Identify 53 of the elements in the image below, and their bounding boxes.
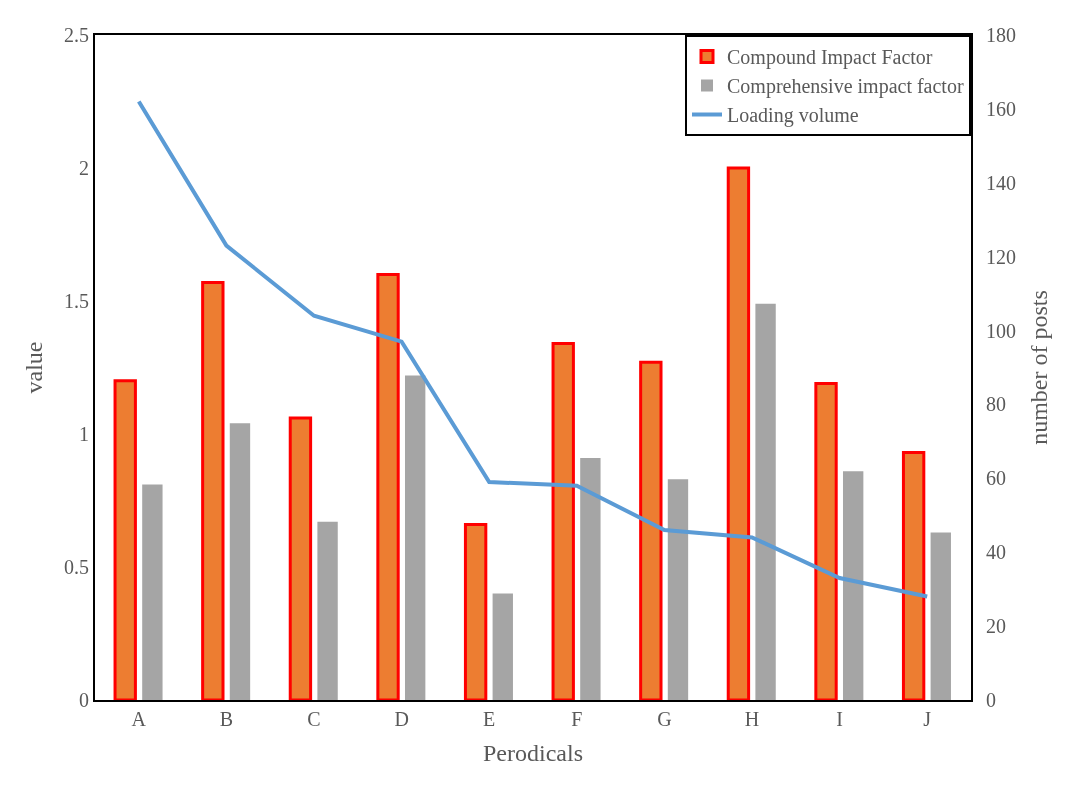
x-tick-label: J — [923, 708, 932, 730]
y2-tick-label: 100 — [986, 319, 1016, 342]
y2-tick-label: 20 — [986, 615, 1006, 638]
bar — [842, 471, 864, 700]
bar — [376, 272, 400, 700]
x-tick-label: A — [131, 708, 147, 730]
x-tick-label: B — [219, 708, 234, 730]
y2-tick-label: 60 — [986, 467, 1006, 490]
bar — [726, 166, 751, 700]
x-tick-label: E — [483, 708, 496, 730]
bar — [814, 381, 838, 700]
y2-tick-label: 160 — [986, 97, 1016, 120]
bar — [229, 423, 251, 700]
bar — [755, 303, 776, 700]
legend-label: Compound Impact Factor — [727, 46, 933, 70]
bar — [288, 416, 313, 700]
y2-tick-label: 180 — [986, 24, 1016, 46]
y-tick-label: 1.5 — [64, 290, 89, 312]
bar — [901, 451, 926, 700]
y2-tick-label: 80 — [986, 393, 1006, 416]
line-series — [136, 99, 930, 599]
y2-tick-label: 40 — [986, 541, 1006, 564]
x-tick-label: F — [571, 708, 583, 730]
bar — [404, 375, 426, 700]
y-tick-label: 2 — [79, 157, 89, 179]
bar — [551, 342, 575, 700]
bar — [463, 522, 488, 700]
y2-tick-label: 120 — [986, 245, 1016, 268]
x-tick-label: I — [836, 708, 843, 730]
x-axis-title: Perodicals — [483, 739, 583, 766]
bar — [142, 484, 163, 700]
y-tick-label: 0 — [79, 689, 89, 711]
bar — [580, 457, 601, 700]
bar — [201, 280, 225, 700]
y2-tick-label: 140 — [986, 171, 1016, 194]
bar — [930, 532, 951, 700]
y-tick-label: 2.5 — [64, 24, 89, 46]
bar — [492, 593, 513, 700]
bar — [639, 360, 663, 700]
x-tick-label: C — [307, 708, 321, 730]
x-tick-label: H — [744, 708, 760, 730]
y2-axis-title: number of posts — [1026, 290, 1053, 445]
y2-tick-label: 0 — [986, 689, 996, 711]
x-tick-label: D — [394, 708, 409, 730]
y-tick-label: 1 — [79, 423, 89, 445]
y-tick-label: 0.5 — [64, 556, 89, 578]
x-tick-label: G — [657, 708, 672, 730]
bar — [667, 479, 689, 700]
bar — [113, 379, 137, 700]
y-axis-title: value — [20, 341, 47, 394]
legend-label: Loading volume — [727, 104, 859, 128]
legend-label: Comprehensive impact factor — [727, 75, 964, 99]
bar — [317, 521, 338, 700]
